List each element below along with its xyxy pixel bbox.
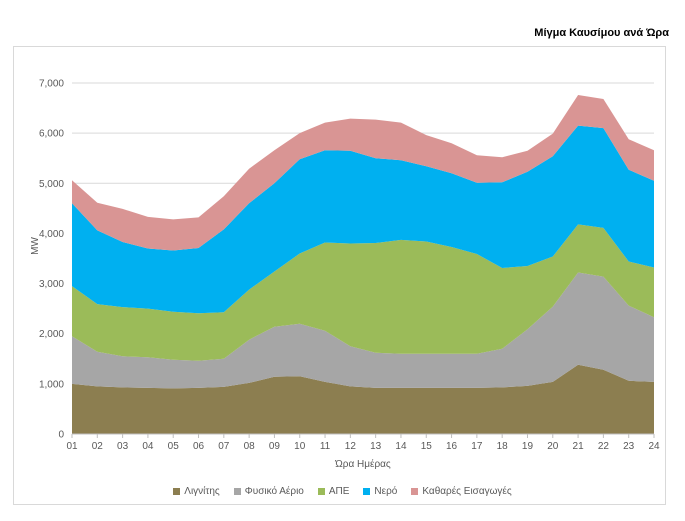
y-tick-label: 0 (58, 430, 64, 441)
legend-swatch (173, 488, 181, 495)
legend: Λιγνίτης Φυσικό Αέριο ΑΠΕ Νερό Καθαρές Εισαγ… (0, 486, 685, 497)
x-tick-label: 16 (446, 441, 458, 452)
x-tick-label: 23 (623, 441, 635, 452)
x-tick-label: 24 (648, 441, 660, 452)
area-series (72, 95, 654, 251)
x-tick-label: 02 (92, 441, 104, 452)
area-series (72, 125, 654, 314)
x-tick-label: 18 (497, 441, 509, 452)
area-series (72, 364, 654, 434)
x-tick-label: 20 (547, 441, 559, 452)
y-axis-title: MW (30, 237, 41, 255)
page-title: Μίγμα Καυσίμου ανά Ώρα (534, 27, 669, 39)
legend-label: Φυσικό Αέριο (244, 486, 304, 497)
x-axis-title: Ώρα Ημέρας (334, 458, 391, 470)
legend-swatch (233, 488, 241, 495)
area-series (72, 224, 654, 361)
x-tick-label: 22 (598, 441, 610, 452)
y-tick-label: 6,000 (39, 129, 64, 140)
x-tick-label: 10 (294, 441, 306, 452)
x-tick-label: 03 (117, 441, 129, 452)
x-tick-label: 19 (522, 441, 534, 452)
y-tick-label: 7,000 (39, 79, 64, 90)
y-tick-label: 2,000 (39, 329, 64, 340)
y-tick-label: 3,000 (39, 279, 64, 290)
legend-label: ΑΠΕ (328, 486, 350, 497)
x-tick-label: 14 (395, 441, 407, 452)
legend-swatch (317, 488, 325, 495)
x-tick-label: 21 (573, 441, 585, 452)
legend-label: Νερό (374, 486, 398, 497)
x-tick-label: 17 (471, 441, 483, 452)
x-tick-label: 07 (218, 441, 230, 452)
legend-item: Φυσικό Αέριο (233, 486, 304, 497)
legend-item: Νερό (363, 486, 397, 497)
x-tick-label: 08 (244, 441, 256, 452)
x-tick-label: 11 (320, 441, 331, 452)
x-tick-label: 09 (269, 441, 281, 452)
legend-swatch (363, 488, 371, 495)
y-tick-label: 5,000 (39, 179, 64, 190)
y-tick-label: 1,000 (39, 379, 64, 390)
legend-item: Καθαρές Εισαγωγές (411, 486, 512, 497)
legend-item: ΑΠΕ (317, 486, 350, 497)
legend-item: Λιγνίτης (173, 486, 220, 497)
x-tick-label: 15 (421, 441, 433, 452)
y-tick-label: 4,000 (39, 229, 64, 240)
x-tick-label: 13 (370, 441, 382, 452)
x-tick-label: 04 (142, 441, 154, 452)
x-tick-label: 01 (66, 441, 78, 452)
legend-swatch (411, 488, 419, 495)
x-tick-label: 05 (168, 441, 180, 452)
x-tick-label: 06 (193, 441, 205, 452)
x-tick-label: 12 (345, 441, 357, 452)
legend-label: Λιγνίτης (184, 486, 220, 497)
area-series (72, 272, 654, 389)
legend-label: Καθαρές Εισαγωγές (422, 486, 512, 497)
